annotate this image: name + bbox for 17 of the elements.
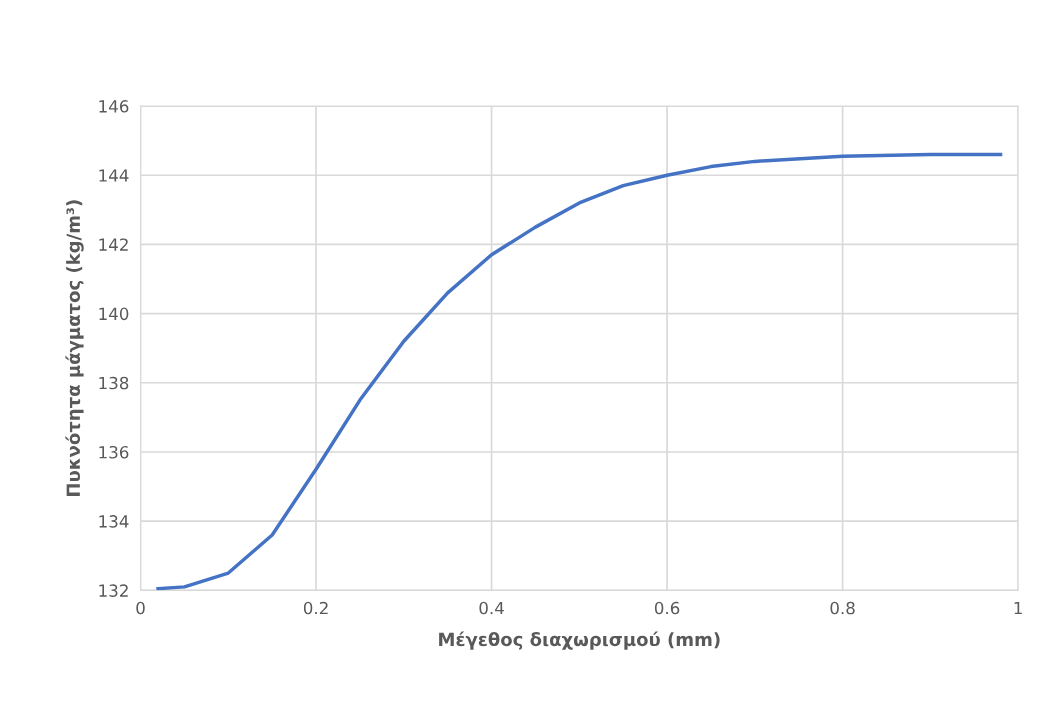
- y-tick-label: 138: [99, 376, 129, 390]
- x-tick-label: 0: [136, 601, 145, 615]
- y-tick-label: 142: [99, 238, 128, 251]
- x-tick-label: 0.2: [303, 601, 328, 615]
- line-series: [156, 152, 1003, 591]
- y-tick-label: 140: [99, 307, 129, 321]
- x-tick-label: 0.4: [479, 601, 504, 615]
- y-tick-label: 132: [99, 584, 128, 597]
- x-tick-label: 1: [1014, 601, 1022, 615]
- y-axis-title: Πυκνότητα μάγματος (kg/m³): [65, 200, 84, 496]
- y-tick-label: 146: [99, 100, 129, 113]
- x-axis-title: Μέγεθος διαχωρισμού (mm): [439, 631, 720, 650]
- y-tick-label: 136: [99, 445, 129, 459]
- x-tick-label: 0.8: [830, 601, 855, 615]
- y-tick-label: 144: [99, 169, 129, 182]
- x-tick-label: 0.6: [654, 601, 680, 615]
- y-tick-label: 134: [99, 515, 129, 528]
